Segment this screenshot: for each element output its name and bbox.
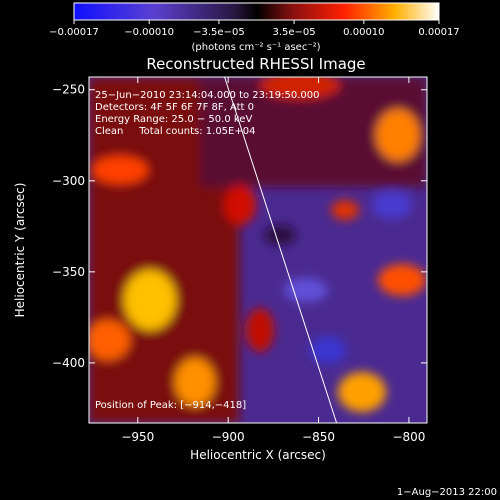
blob bbox=[331, 200, 359, 220]
heatmap-image bbox=[89, 77, 427, 423]
blob bbox=[376, 109, 420, 161]
x-tick-label: −900 bbox=[212, 430, 245, 444]
colorbar: −0.00017 −0.00010 −3.5e−05 3.5e−05 0.00010 0.… bbox=[49, 2, 460, 53]
date-stamp: 1−Aug−2013 22:00 bbox=[397, 487, 497, 498]
y-tick-label: −400 bbox=[52, 356, 85, 370]
blob bbox=[92, 156, 148, 184]
blob bbox=[89, 320, 130, 360]
y-tick-label: −350 bbox=[52, 265, 85, 279]
observation-info: 25−Jun−2010 23:14:04.000 to 23:19:50.000… bbox=[95, 90, 320, 137]
y-tick-label: −300 bbox=[52, 174, 85, 188]
colorbar-tick-label: 3.5e−05 bbox=[272, 27, 315, 38]
x-axis-ticks: −950 −900 −850 −800 bbox=[121, 77, 425, 444]
colorbar-tick-label: −3.5e−05 bbox=[193, 27, 245, 38]
x-tick-label: −800 bbox=[392, 430, 425, 444]
y-tick-label: −250 bbox=[52, 83, 85, 97]
info-line-counts: Clean Total counts: 1.05E+04 bbox=[95, 126, 255, 137]
blob bbox=[378, 264, 426, 296]
colorbar-tick-label: −0.00017 bbox=[49, 27, 99, 38]
blob bbox=[175, 358, 215, 406]
x-axis-label: Heliocentric X (arcsec) bbox=[190, 448, 326, 462]
y-axis-label: Heliocentric Y (arcsec) bbox=[13, 183, 27, 318]
x-tick-label: −950 bbox=[121, 430, 154, 444]
colorbar-tick-label: 0.00010 bbox=[343, 27, 384, 38]
blob bbox=[124, 270, 176, 330]
colorbar-tick-label: −0.00010 bbox=[124, 27, 174, 38]
info-line-time: 25−Jun−2010 23:14:04.000 to 23:19:50.000 bbox=[95, 90, 320, 101]
colorbar-ticks: −0.00017 −0.00010 −3.5e−05 3.5e−05 0.00010 0.… bbox=[49, 20, 460, 38]
colorbar-gradient bbox=[73, 2, 440, 21]
y-axis-ticks: −400 −350 −300 −250 bbox=[52, 83, 427, 370]
info-line-detectors: Detectors: 4F 5F 6F 7F 8F, Att 0 bbox=[95, 102, 254, 113]
x-tick-label: −850 bbox=[302, 430, 335, 444]
chart-title: Reconstructed RHESSI Image bbox=[146, 55, 365, 73]
colorbar-units-label: (photons cm⁻² s⁻¹ asec⁻²) bbox=[191, 42, 320, 53]
colorbar-tick-label: 0.00017 bbox=[418, 27, 459, 38]
info-line-energy: Energy Range: 25.0 − 50.0 keV bbox=[95, 114, 252, 125]
blob bbox=[224, 185, 256, 225]
blob bbox=[246, 308, 274, 352]
blob bbox=[372, 191, 412, 219]
blob bbox=[260, 77, 340, 99]
blob bbox=[310, 336, 346, 364]
blob bbox=[264, 225, 296, 245]
solar-limb-line bbox=[224, 77, 338, 423]
blob bbox=[338, 372, 386, 412]
peak-position-label: Position of Peak: [−914,−418] bbox=[95, 400, 246, 411]
plot-frame bbox=[88, 76, 428, 424]
